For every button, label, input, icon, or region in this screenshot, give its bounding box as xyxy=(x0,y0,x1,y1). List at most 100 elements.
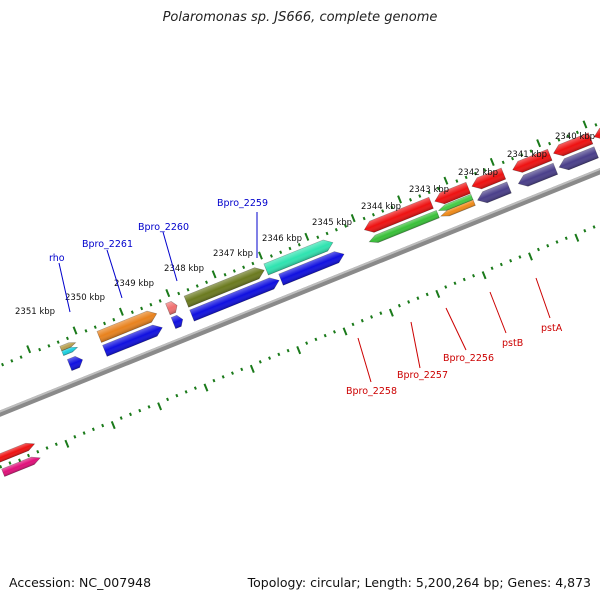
scale-label: 2344 kbp xyxy=(361,202,401,212)
minor-tick xyxy=(186,287,190,292)
minor-tick xyxy=(511,156,514,161)
scale-label: 2348 kbp xyxy=(164,264,204,274)
minor-tick xyxy=(592,225,596,229)
gene-arrow xyxy=(477,181,512,204)
minor-tick xyxy=(316,235,320,240)
minor-tick xyxy=(91,427,95,432)
gene-arrow xyxy=(512,148,553,173)
major-tick xyxy=(397,195,402,204)
major-tick xyxy=(582,120,588,129)
minor-tick xyxy=(112,317,116,322)
scale-label: 2341 kbp xyxy=(507,150,547,160)
gene-arrow xyxy=(263,239,334,276)
major-tick xyxy=(528,252,533,261)
gene-label: Bpro_2256 xyxy=(443,353,494,364)
reverse-gene-labels: Bpro_2258 Bpro_2257 Bpro_2256 pstB pstA xyxy=(346,277,563,397)
minor-tick xyxy=(462,277,466,282)
minor-tick xyxy=(128,412,132,417)
minor-tick xyxy=(230,371,234,375)
minor-tick xyxy=(205,280,209,284)
minor-tick xyxy=(19,355,23,359)
minor-tick xyxy=(297,242,301,247)
minor-tick xyxy=(344,224,348,228)
genome-backbone xyxy=(0,148,600,439)
major-tick xyxy=(118,307,124,316)
minor-tick xyxy=(73,435,77,439)
gene-label: rho xyxy=(49,253,65,264)
minor-tick xyxy=(1,362,5,367)
minor-tick xyxy=(221,375,225,379)
scale-label: 2345 kbp xyxy=(312,218,352,228)
minor-tick xyxy=(499,262,503,267)
minor-tick xyxy=(212,378,216,383)
minor-tick xyxy=(149,302,153,307)
minor-tick xyxy=(195,284,199,288)
minor-tick xyxy=(332,330,336,334)
minor-tick xyxy=(175,393,179,398)
minor-tick xyxy=(566,134,570,138)
scale-label: 2342 kbp xyxy=(458,168,498,178)
major-tick xyxy=(481,271,487,280)
minor-tick xyxy=(158,299,162,303)
minor-tick xyxy=(8,461,12,465)
minor-tick xyxy=(27,453,30,458)
minor-tick xyxy=(371,213,375,217)
minor-tick xyxy=(193,386,197,390)
gene-label: Bpro_2261 xyxy=(82,239,133,250)
leader-line xyxy=(162,231,178,282)
scale-label: 2350 kbp xyxy=(65,293,105,303)
minor-tick xyxy=(93,325,97,329)
minor-tick xyxy=(575,130,579,135)
minor-tick xyxy=(520,153,524,157)
gene-arrow xyxy=(434,181,471,205)
scale-label: 2340 kbp xyxy=(555,132,595,142)
minor-tick xyxy=(416,296,420,300)
gene-arrow xyxy=(183,267,265,308)
gene-arrow xyxy=(61,346,79,356)
minor-tick xyxy=(223,272,227,277)
leader-line xyxy=(58,262,71,313)
minor-tick xyxy=(325,231,329,236)
gene-arrow xyxy=(553,132,594,157)
gene-arrow xyxy=(593,115,600,140)
major-tick xyxy=(110,420,116,430)
minor-tick xyxy=(84,329,88,333)
gene-arrow xyxy=(165,301,178,316)
minor-tick xyxy=(334,228,338,232)
major-tick xyxy=(443,176,449,185)
genome-summary: Topology: circular; Length: 5,200,264 bp… xyxy=(247,575,591,590)
major-tick xyxy=(64,439,70,448)
minor-tick xyxy=(240,367,244,372)
minor-tick xyxy=(425,292,429,297)
minor-tick xyxy=(418,194,422,198)
minor-tick xyxy=(509,258,513,263)
minor-tick xyxy=(10,359,14,363)
gene-label: pstA xyxy=(541,323,563,334)
minor-tick xyxy=(305,341,309,345)
minor-tick xyxy=(140,306,144,311)
major-tick xyxy=(296,346,302,355)
minor-tick xyxy=(184,390,188,394)
minor-tick xyxy=(277,352,281,357)
minor-tick xyxy=(242,265,246,269)
gene-arrow xyxy=(189,277,280,322)
gene-arrow xyxy=(517,162,559,187)
minor-tick xyxy=(427,190,431,195)
scale-label: 2343 kbp xyxy=(409,185,449,195)
minor-tick xyxy=(288,246,292,251)
leader-line xyxy=(535,277,551,319)
major-tick xyxy=(536,139,542,148)
leader-line xyxy=(489,291,507,334)
gene-label: pstB xyxy=(502,338,523,349)
minor-tick xyxy=(444,285,448,289)
minor-tick xyxy=(65,336,69,341)
gene-arrow xyxy=(471,167,507,190)
minor-tick xyxy=(166,397,170,402)
minor-tick xyxy=(536,247,540,252)
minor-tick xyxy=(323,333,327,338)
scale-labels: 2340 kbp 2341 kbp 2342 kbp 2343 kbp 2344… xyxy=(15,132,595,317)
gene-arrow xyxy=(1,456,41,477)
gene-arrow xyxy=(368,210,440,243)
major-tick xyxy=(203,383,209,392)
minor-tick xyxy=(314,337,318,342)
